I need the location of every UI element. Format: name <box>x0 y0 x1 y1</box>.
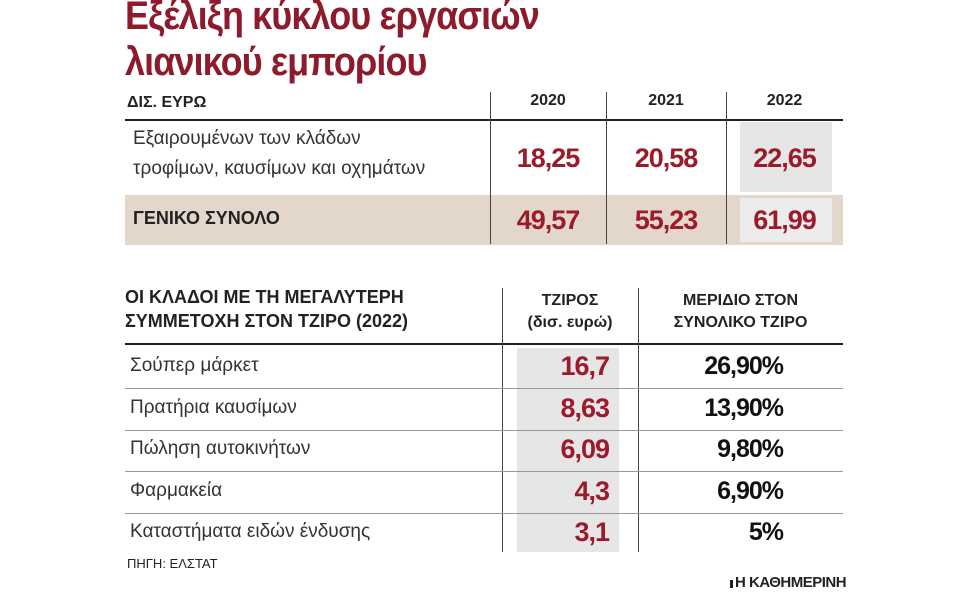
section-heading: ΟΙ ΚΛΑΔΟΙ ΜΕ ΤΗ ΜΕΓΑΛΥΤΕΡΗ <box>125 287 404 307</box>
share: 26,90% <box>704 352 784 380</box>
divider <box>638 288 639 552</box>
value: 49,57 <box>516 205 581 235</box>
column-header: (δισ. ευρώ) <box>527 314 613 331</box>
share: 6,90% <box>717 476 784 505</box>
share: 13,90% <box>704 393 784 422</box>
column-header: 2020 <box>530 92 566 109</box>
brand: Η ΚΑΘΗΜΕΡΙΝΗ <box>735 574 847 591</box>
row-label: Φαρμακεία <box>130 479 223 501</box>
row-label: Πώληση αυτοκινήτων <box>130 438 311 459</box>
highlight-cell <box>740 198 832 242</box>
value: 4,3 <box>574 475 610 506</box>
row-label: Εξαιρουμένων των κλάδων <box>133 128 361 149</box>
divider <box>490 92 491 244</box>
unit: ΔΙΣ. ΕΥΡΩ <box>127 94 207 111</box>
row-label: Σούπερ μάρκετ <box>130 355 259 376</box>
title: Εξέλιξη κύκλου εργασιών <box>125 0 540 38</box>
share: 5% <box>748 518 784 546</box>
row-label: Καταστήματα ειδών ένδυσης <box>130 521 371 542</box>
value: 20,58 <box>634 143 699 173</box>
value: 16,7 <box>560 351 610 381</box>
row-label: τροφίμων, καυσίμων και οχημάτων <box>133 158 426 179</box>
divider <box>606 92 607 244</box>
value: 55,23 <box>634 205 699 235</box>
row-label: ΓΕΝΙΚΟ ΣΥΝΟΛΟ <box>133 208 280 228</box>
highlight-cell <box>740 122 832 192</box>
divider <box>502 288 503 552</box>
row-rule <box>125 471 843 472</box>
value: 8,63 <box>560 392 610 423</box>
row-rule <box>125 388 843 389</box>
column-header: 2022 <box>766 92 803 109</box>
column-header: ΜΕΡΙΔΙΟ ΣΤΟΝ <box>682 292 799 309</box>
total-row-bg <box>125 195 843 245</box>
divider <box>726 92 727 244</box>
row-rule <box>125 512 843 514</box>
column-header: ΤΖΙΡΟΣ <box>541 292 599 309</box>
brand-mark <box>730 580 733 588</box>
highlight-column <box>517 348 619 552</box>
row-label: Πρατήρια καυσίμων <box>130 396 297 418</box>
value: 61,99 <box>753 205 817 235</box>
title: λιανικού εμπορίου <box>125 40 427 84</box>
share: 9,80% <box>717 435 784 463</box>
value: 22,65 <box>753 143 817 173</box>
source: ΠΗΓΗ: ΕΛΣΤΑΤ <box>127 556 218 571</box>
rule <box>125 119 843 121</box>
section-heading: ΣΥΜΜΕΤΟΧΗ ΣΤΟΝ ΤΖΙΡΟ (2022) <box>125 311 408 331</box>
value: 3,1 <box>574 517 610 547</box>
value: 18,25 <box>516 143 581 173</box>
value: 6,09 <box>560 434 610 464</box>
row-rule <box>125 429 843 431</box>
rule <box>125 343 843 345</box>
column-header: ΣΥΝΟΛΙΚΟ ΤΖΙΡΟ <box>673 314 808 331</box>
column-header: 2021 <box>648 92 684 109</box>
